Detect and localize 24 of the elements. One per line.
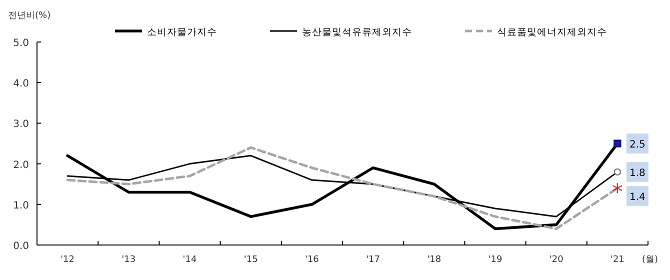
x-tick-label: '15 — [244, 255, 258, 265]
x-tick-label: '18 — [427, 255, 442, 265]
y-tick-label: 4.0 — [13, 78, 29, 90]
y-axis-title: 전년비(%) — [8, 11, 51, 21]
data-label: 1.8 — [629, 168, 646, 179]
legend-label: 소비자물가지수 — [147, 27, 217, 38]
x-tick-label: '19 — [488, 255, 502, 265]
y-tick-label: 2.0 — [13, 160, 29, 171]
y-tick-label: 3.0 — [13, 119, 29, 130]
x-tick-label: '21 — [610, 255, 624, 265]
x-tick-label: '12 — [60, 255, 75, 265]
x-axis-title: (월) — [642, 255, 658, 265]
y-tick-label: 5.0 — [13, 38, 29, 49]
x-tick-label: '16 — [304, 255, 320, 265]
y-tick-label: 0.0 — [13, 241, 29, 252]
x-tick-label: '17 — [366, 255, 380, 265]
data-label: 1.4 — [629, 192, 646, 203]
x-tick-label: '13 — [122, 255, 136, 265]
x-tick-label: '14 — [182, 255, 197, 265]
y-tick-label: 1.0 — [13, 200, 29, 212]
legend-label: 농산물및석유류제외지수 — [302, 27, 412, 38]
x-tick-label: '20 — [549, 255, 564, 265]
legend-label: 식료품및에너지제외지수 — [497, 27, 607, 38]
data-label: 2.5 — [629, 140, 646, 150]
